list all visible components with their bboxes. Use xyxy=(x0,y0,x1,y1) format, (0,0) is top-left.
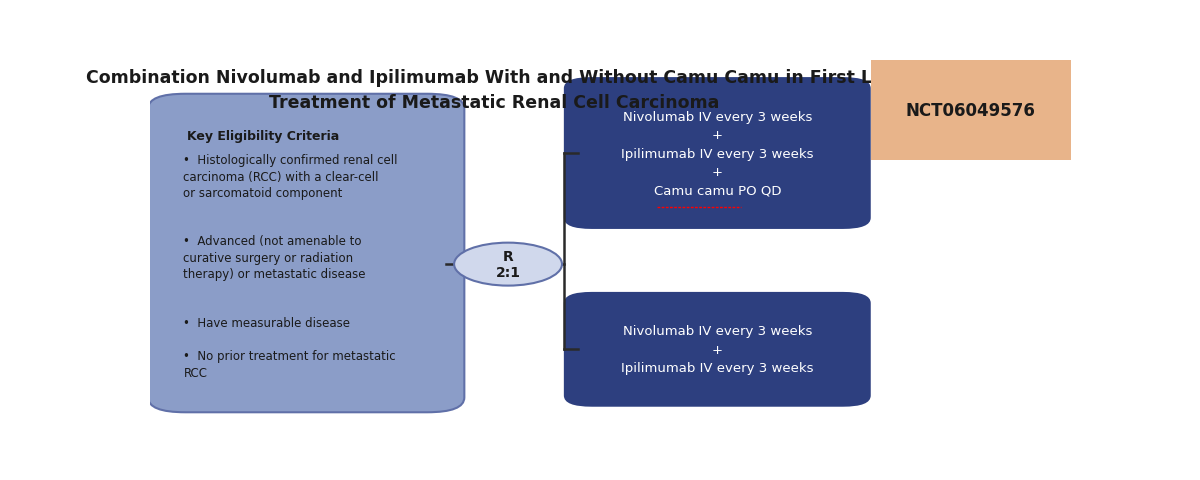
FancyBboxPatch shape xyxy=(871,61,1070,161)
Text: •  Have measurable disease: • Have measurable disease xyxy=(184,316,350,329)
Text: •  No prior treatment for metastatic
RCC: • No prior treatment for metastatic RCC xyxy=(184,349,396,379)
FancyBboxPatch shape xyxy=(148,95,464,412)
Text: NCT06049576: NCT06049576 xyxy=(906,102,1036,120)
Text: R
2:1: R 2:1 xyxy=(496,250,521,280)
FancyBboxPatch shape xyxy=(564,292,871,407)
Text: Nivolumab IV every 3 weeks
+
Ipilimumab IV every 3 weeks
+
Camu camu PO QD: Nivolumab IV every 3 weeks + Ipilimumab … xyxy=(622,110,814,197)
Text: •  Advanced (not amenable to
curative surgery or radiation
therapy) or metastati: • Advanced (not amenable to curative sur… xyxy=(184,235,366,281)
Text: Key Eligibility Criteria: Key Eligibility Criteria xyxy=(187,130,340,143)
FancyBboxPatch shape xyxy=(564,78,871,229)
Circle shape xyxy=(454,243,562,286)
Text: Combination Nivolumab and Ipilimumab With and Without Camu Camu in First Line
Tr: Combination Nivolumab and Ipilimumab Wit… xyxy=(86,69,902,111)
Text: •  Histologically confirmed renal cell
carcinoma (RCC) with a clear-cell
or sarc: • Histologically confirmed renal cell ca… xyxy=(184,154,398,200)
Text: Nivolumab IV every 3 weeks
+
Ipilimumab IV every 3 weeks: Nivolumab IV every 3 weeks + Ipilimumab … xyxy=(622,324,814,374)
